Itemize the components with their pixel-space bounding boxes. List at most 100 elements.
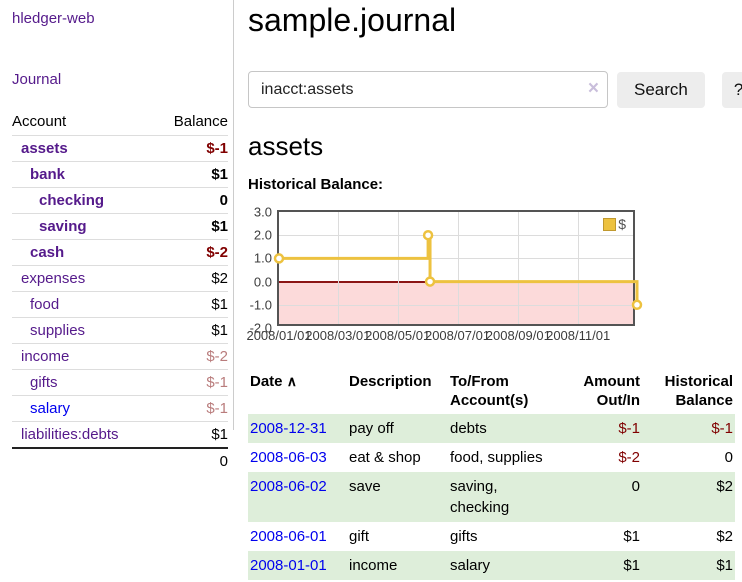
account-link-checking[interactable]: checking <box>39 192 105 209</box>
x-axis-tick-label: 2008/07/01 <box>424 328 491 343</box>
transaction-description: save <box>349 478 381 495</box>
transaction-accounts: food, supplies <box>450 449 543 466</box>
transaction-amount: $-2 <box>618 449 640 466</box>
account-balance: $1 <box>211 322 228 339</box>
y-axis-tick-label: 2.0 <box>253 227 272 243</box>
account-balance: $2 <box>211 270 228 287</box>
account-link-supplies[interactable]: supplies <box>30 322 86 339</box>
transaction-description: pay off <box>349 420 394 437</box>
register-col-amount-out-in: Amount Out/In <box>583 373 640 409</box>
chart-plot-area[interactable]: 3.0 2.0 1.0 0.0 -1.0 -2.0 2008/01/01 2008/03/01… <box>246 205 643 343</box>
transaction-balance: 0 <box>724 449 733 466</box>
register-col-date[interactable]: Date ∧ <box>250 373 297 390</box>
account-balance: $-2 <box>206 348 228 365</box>
x-axis-tick-label: 2008/11/01 <box>546 328 611 343</box>
transaction-date-link: 2008-06-01 <box>248 522 347 551</box>
transaction-date-link[interactable]: 2008-06-03 <box>250 449 327 466</box>
register-table: Date ∧ Description To/From Account(s) Amoun… <box>248 370 735 580</box>
chart-vgridline <box>518 212 520 324</box>
account-row: bank $1 <box>12 161 228 188</box>
transaction-accounts: salary <box>450 557 491 574</box>
account-balance: 0 <box>219 192 228 209</box>
x-axis-tick-label: 2008/03/01 <box>305 328 371 343</box>
help-button[interactable]: ? <box>721 71 742 108</box>
transaction-date-link: 2008-12-31 <box>248 414 347 443</box>
transaction-amount: $1 <box>623 557 640 574</box>
transaction-balance: $-1 <box>711 420 733 437</box>
clear-search-icon[interactable]: × <box>587 78 599 99</box>
balance-step-line <box>273 229 643 311</box>
chart-vgridline <box>397 212 399 324</box>
chart-hgridline <box>279 258 633 260</box>
y-axis-tick-label: -1.0 <box>249 297 272 313</box>
transaction-date-link: 2008-06-02 <box>248 472 347 522</box>
transaction-description: gift <box>349 528 370 545</box>
x-axis-tick-label: 2008/09/01 <box>485 328 551 343</box>
transaction-date-link[interactable]: 2008-01-01 <box>250 557 327 574</box>
account-balance: $1 <box>211 166 228 183</box>
account-balance: $-1 <box>206 140 228 157</box>
account-link-expenses[interactable]: expenses <box>21 270 86 287</box>
account-link-cash[interactable]: cash <box>30 244 65 261</box>
account-balance: $1 <box>211 218 228 235</box>
transaction-row: 2008-06-03 eat & shop food, supplies $-2 0 <box>248 443 735 472</box>
sidebar-item-journal[interactable]: Journal <box>12 71 62 88</box>
search-input[interactable] <box>248 71 608 108</box>
account-row: income $-2 <box>12 343 228 370</box>
account-row: checking 0 <box>12 187 228 214</box>
data-point-marker[interactable] <box>273 253 285 264</box>
chart-hgridline <box>279 235 633 237</box>
account-link-food[interactable]: food <box>30 296 60 313</box>
account-balance: $-2 <box>206 244 228 261</box>
account-link-gifts[interactable]: gifts <box>30 374 58 391</box>
transaction-date-link: 2008-01-01 <box>248 551 347 580</box>
chart-vgridline <box>457 212 459 324</box>
search-button[interactable]: Search <box>617 71 705 108</box>
y-axis-tick-label: -2.0 <box>249 320 272 336</box>
transaction-date-link: 2008-06-03 <box>248 443 347 472</box>
transaction-accounts: debts <box>450 420 487 437</box>
account-row: saving $1 <box>12 213 228 240</box>
search-form: × Search ? <box>248 71 742 108</box>
chart-vgridline <box>578 212 580 324</box>
historical-balance-chart: 3.0 2.0 1.0 0.0 -1.0 -2.0 2008/01/01 2008/03/01… <box>246 205 742 352</box>
account-link-bank[interactable]: bank <box>30 166 66 183</box>
transaction-row: 2008-06-02 save saving, checking 0 $2 <box>248 472 735 522</box>
account-link-liabilities-debts[interactable]: liabilities:debts <box>21 426 119 443</box>
transaction-accounts: gifts <box>450 528 478 545</box>
x-axis-tick-label: 2008/05/01 <box>365 328 431 343</box>
transaction-amount: $-1 <box>618 420 640 437</box>
y-axis-tick-label: 1.0 <box>253 250 272 266</box>
transaction-date-link[interactable]: 2008-06-02 <box>250 478 327 495</box>
chart-hgridline <box>279 304 633 306</box>
sidebar: hledger-web Journal Account Balance asse… <box>0 0 233 474</box>
transaction-date-link[interactable]: 2008-06-01 <box>250 528 327 545</box>
sidebar-divider <box>233 0 234 430</box>
account-balance: $1 <box>211 296 228 313</box>
account-row: expenses $2 <box>12 265 228 292</box>
transaction-row: 2008-06-01 gift gifts $1 $2 <box>248 522 735 551</box>
legend-label: $ <box>618 216 626 232</box>
transaction-description: eat & shop <box>349 449 421 466</box>
account-link-salary[interactable]: salary <box>30 400 71 417</box>
transaction-date-link[interactable]: 2008-12-31 <box>250 420 327 437</box>
data-point-marker[interactable] <box>422 229 434 241</box>
account-row: supplies $1 <box>12 317 228 344</box>
account-link-assets[interactable]: assets <box>21 140 68 157</box>
register-col-historical-balance: Historical Balance <box>664 373 733 409</box>
account-link-saving[interactable]: saving <box>39 218 87 235</box>
chart-title: Historical Balance: <box>248 176 384 193</box>
account-row: gifts $-1 <box>12 369 228 396</box>
data-point-marker[interactable] <box>631 299 643 311</box>
account-row: salary $-1 <box>12 395 228 422</box>
account-link-income[interactable]: income <box>21 348 70 365</box>
app-brand-link[interactable]: hledger-web <box>12 10 95 27</box>
register-col-to-from-account-s-: To/From Account(s) <box>450 373 529 409</box>
accounts-total-value: 0 <box>219 453 228 470</box>
accounts-col-balance: Balance <box>173 113 228 130</box>
x-axis-tick-label: 2008/01/01 <box>246 328 312 343</box>
transaction-balance: $2 <box>716 528 733 545</box>
data-point-marker[interactable] <box>424 276 436 287</box>
y-axis-tick-label: 0.0 <box>253 274 272 290</box>
transaction-balance: $2 <box>716 478 733 495</box>
